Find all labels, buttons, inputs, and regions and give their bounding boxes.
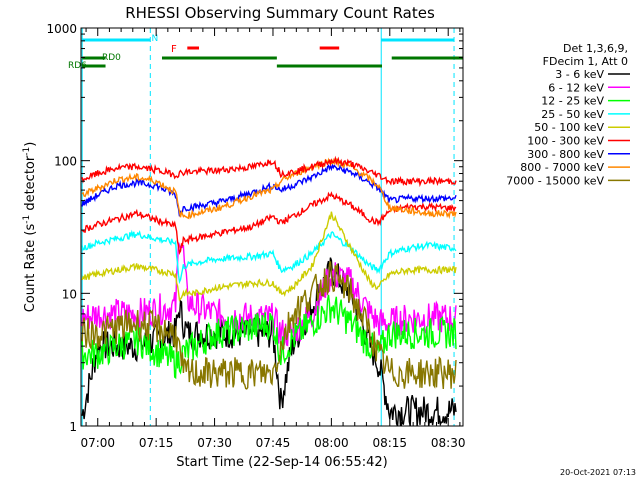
y-tick-label: 1000 [46, 22, 77, 36]
legend-entry-label: 50 - 100 keV [534, 121, 604, 134]
y-axis-label: Count Rate (s-1 detector-1) [22, 142, 38, 313]
series-line [81, 155, 457, 188]
chart-title: RHESSI Observing Summary Count Rates [125, 4, 435, 22]
series-line [81, 261, 457, 390]
rd6-label: RD6 [68, 61, 87, 71]
x-tick-label: 07:00 [80, 436, 115, 450]
x-tick-label: 08:00 [314, 436, 349, 450]
series-line [81, 242, 457, 347]
corner-timestamp: 20-Oct-2021 07:13 [560, 468, 636, 477]
legend-entry-label: 6 - 12 keV [548, 81, 604, 94]
plot-area: N F RD0 RD6 [68, 28, 463, 427]
rd0-label: RD0 [102, 53, 121, 63]
series-line [81, 191, 457, 255]
legend-entry-label: 25 - 50 keV [541, 108, 604, 121]
legend-entry-label: 100 - 300 keV [527, 135, 604, 148]
y-tick-label: 1 [69, 420, 77, 434]
legend-entry-label: 3 - 6 keV [555, 68, 604, 81]
plot-frame [80, 27, 464, 427]
x-tick-label: 07:30 [197, 436, 232, 450]
y-tick-label: 100 [54, 155, 77, 169]
x-tick-label: 07:45 [256, 436, 291, 450]
legend-entry-label: 12 - 25 keV [541, 95, 604, 108]
flare-label: F [171, 44, 177, 55]
y-tick-label: 10 [62, 287, 77, 301]
series-line [81, 211, 457, 302]
x-tick-label: 07:15 [139, 436, 174, 450]
legend-entry-label: 300 - 800 keV [527, 148, 604, 161]
x-tick-label: 08:30 [431, 436, 466, 450]
series-line [81, 157, 457, 220]
legend-entry-label: 800 - 7000 keV [520, 161, 604, 174]
legend-entry-label: 7000 - 15000 keV [506, 174, 604, 187]
x-tick-label: 08:15 [372, 436, 407, 450]
series-line [81, 294, 457, 380]
legend-header-line-1: Det 1,3,6,9, [563, 42, 628, 55]
x-axis-label: Start Time (22-Sep-14 06:55:42) [176, 455, 387, 470]
legend: Det 1,3,6,9, FDecim 1, Att 0 3 - 6 keV6 … [506, 42, 630, 187]
series-line [81, 257, 457, 427]
series-line [81, 229, 457, 285]
legend-header-line-2: FDecim 1, Att 0 [543, 55, 628, 68]
night-label: N [151, 34, 158, 44]
series-line [81, 163, 457, 217]
